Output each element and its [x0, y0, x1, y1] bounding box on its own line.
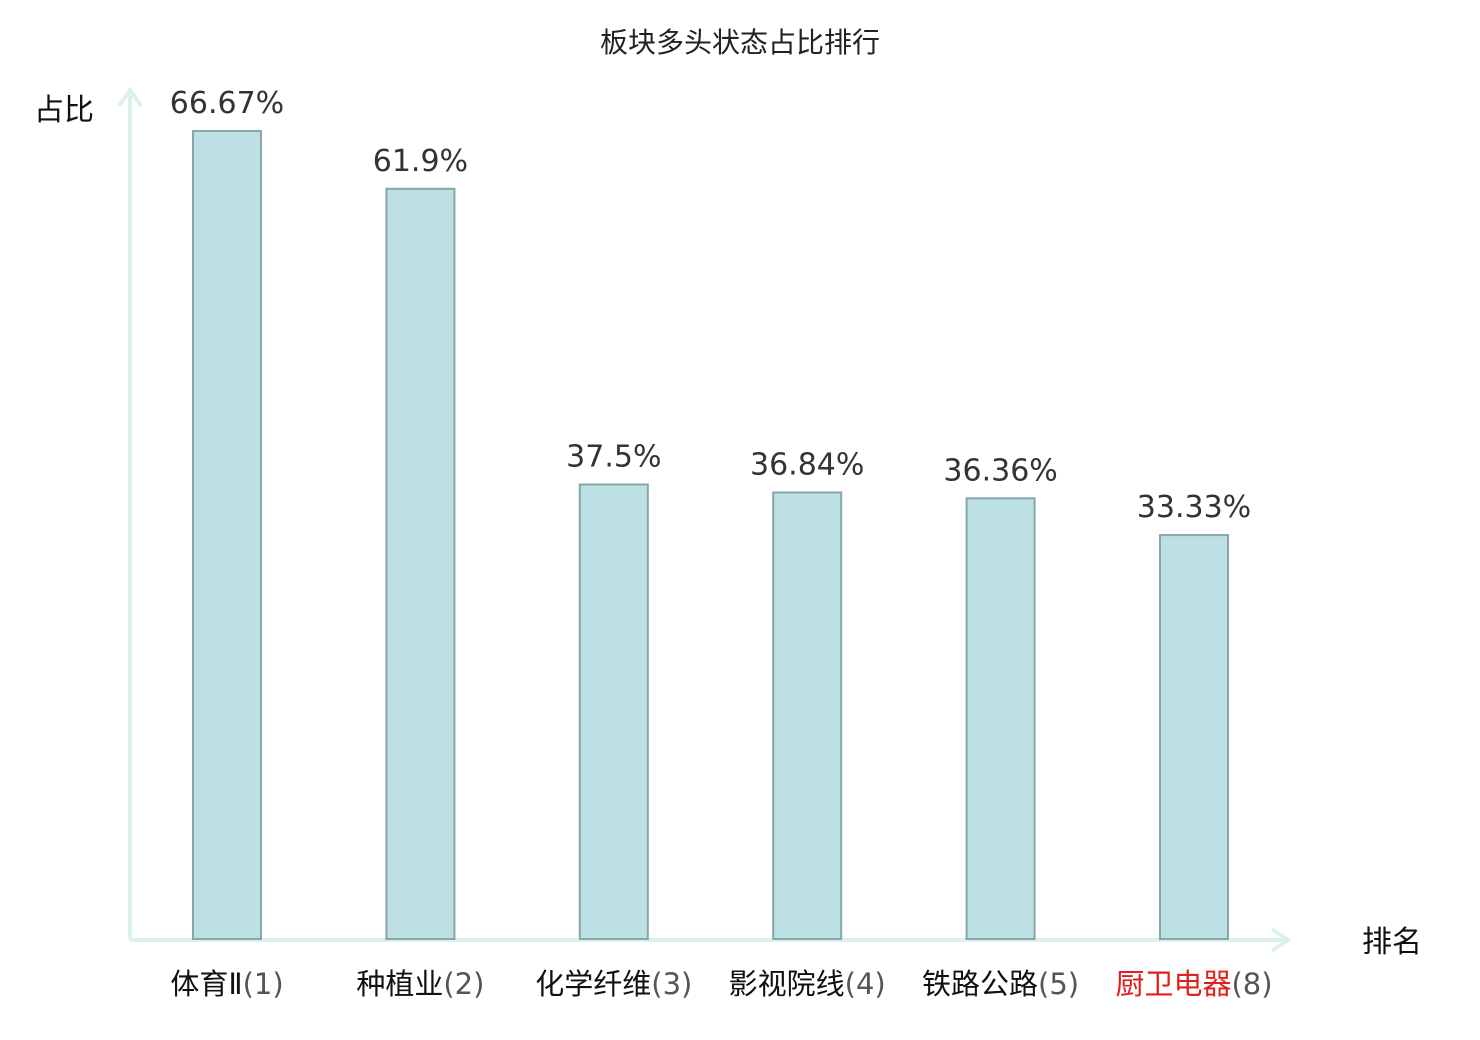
y-axis-arrow [117, 86, 143, 108]
x-tick-label: 铁路公路(5) [922, 967, 1079, 1001]
x-tick-label: 体育Ⅱ(1) [170, 967, 283, 1001]
x-axis-arrow [1270, 927, 1292, 953]
x-tick-label: 种植业(2) [356, 967, 484, 1001]
y-axis-label: 占比 [34, 93, 94, 128]
bar [578, 483, 649, 940]
bar-value-label: 36.36% [943, 453, 1057, 488]
x-tick-labels: 体育Ⅱ(1) 种植业(2) 化学纤维(3) 影视院线(4) 铁路公路(5) 厨卫电器(8) [170, 967, 1272, 1001]
bar-value-label: 61.9% [373, 144, 468, 179]
bar [192, 130, 262, 940]
bar [965, 497, 1036, 940]
value-labels: 66.67% 61.9% 37.5% 36.84% 36.36% 33.33% [170, 86, 1251, 525]
bar [772, 491, 843, 940]
bar-value-label: 36.84% [750, 448, 864, 483]
x-tick-label: 化学纤维(3) [535, 967, 692, 1001]
chart-title: 板块多头状态占比排行 [600, 26, 880, 59]
x-tick-label: 影视院线(4) [729, 967, 886, 1001]
x-tick-label: 厨卫电器(8) [1115, 967, 1272, 1001]
bar-value-label: 37.5% [566, 440, 661, 475]
bar-value-label: 33.33% [1137, 490, 1251, 525]
axes [117, 86, 1292, 953]
x-axis-label: 排名 [1362, 925, 1422, 960]
bar [385, 187, 456, 941]
bar [1159, 534, 1229, 940]
bar-value-label: 66.67% [170, 86, 284, 121]
bars [192, 130, 1229, 941]
